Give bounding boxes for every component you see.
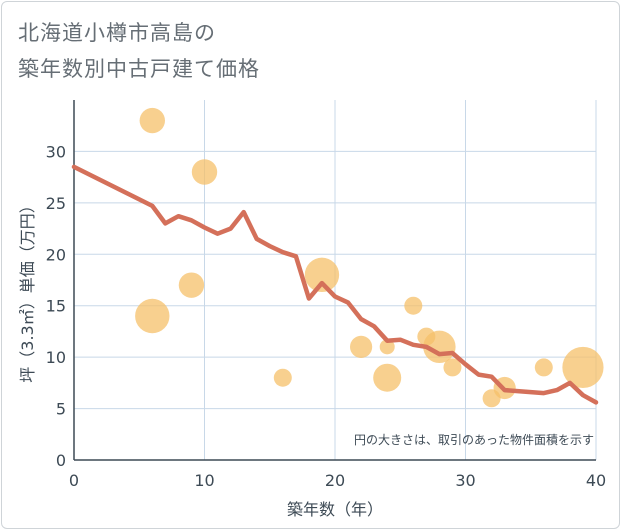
data-bubble bbox=[373, 363, 402, 392]
data-bubble bbox=[350, 335, 373, 358]
data-bubble bbox=[178, 272, 205, 298]
size-note: 円の大きさは、取引のあった物件面積を示す bbox=[354, 432, 594, 447]
y-axis-label: 坪（3.3㎡）単価（万円） bbox=[18, 197, 37, 382]
x-tick-label: 30 bbox=[455, 471, 475, 490]
x-tick-label: 20 bbox=[325, 471, 345, 490]
y-tick-label: 5 bbox=[56, 400, 66, 419]
x-tick-label: 40 bbox=[586, 471, 606, 490]
x-tick-label: 0 bbox=[69, 471, 79, 490]
data-bubble bbox=[304, 257, 340, 293]
y-tick-label: 25 bbox=[46, 194, 66, 213]
data-bubble bbox=[404, 296, 423, 315]
y-tick-label: 30 bbox=[46, 142, 66, 161]
data-bubble bbox=[135, 298, 170, 334]
chart-title-line1: 北海道小樽市高島の bbox=[18, 21, 216, 45]
y-tick-label: 20 bbox=[46, 245, 66, 264]
data-bubble bbox=[139, 107, 165, 134]
data-bubble bbox=[273, 368, 292, 387]
chart-title-line2: 築年数別中古戸建て価格 bbox=[18, 57, 260, 81]
x-axis-label: 築年数（年） bbox=[287, 500, 383, 519]
y-tick-label: 10 bbox=[46, 348, 66, 367]
x-tick-label: 10 bbox=[194, 471, 214, 490]
data-bubble bbox=[562, 346, 604, 389]
y-tick-label: 15 bbox=[46, 297, 66, 316]
data-bubble bbox=[379, 339, 395, 355]
y-tick-label: 0 bbox=[56, 451, 66, 470]
data-bubble bbox=[191, 159, 218, 185]
data-bubble bbox=[534, 358, 553, 377]
trend-line bbox=[71, 164, 599, 405]
data-bubble bbox=[443, 358, 462, 377]
